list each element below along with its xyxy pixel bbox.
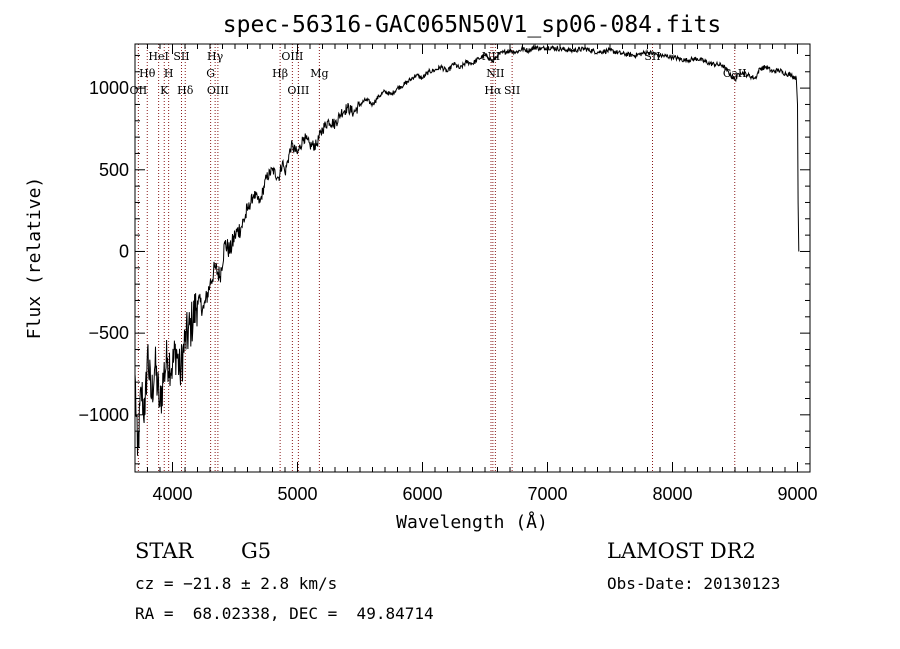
- reference-line-label: Hβ: [272, 67, 288, 80]
- spectrum-line: [134, 44, 800, 456]
- reference-line-label: Hγ: [207, 50, 224, 63]
- reference-line-label: Hα: [484, 84, 502, 97]
- chart-title: spec-56316-GAC065N50V1_sp06-084.fits: [223, 12, 722, 38]
- reference-line-label: OII: [130, 84, 148, 97]
- reference-line-label: SII: [504, 84, 520, 97]
- reference-line-label: H: [164, 67, 174, 80]
- x-tick-label: 5000: [277, 484, 317, 504]
- reference-line-label: Hδ: [177, 84, 194, 97]
- y-tick-label: −1000: [78, 405, 129, 425]
- reference-line-label: OIII: [281, 50, 303, 63]
- x-tick-label: 6000: [402, 484, 442, 504]
- survey-name: LAMOST DR2: [607, 539, 756, 563]
- x-axis-label: Wavelength (Å): [396, 511, 548, 533]
- reference-line-label: Hθ: [139, 67, 156, 80]
- x-tick-label: 7000: [527, 484, 567, 504]
- object-class: STAR: [135, 539, 194, 563]
- reference-line-label: G: [206, 67, 215, 80]
- reference-line-label: NII: [486, 67, 504, 80]
- plot-frame: [134, 43, 811, 473]
- redshift-readout: cz = −21.8 ± 2.8 km/s: [135, 574, 338, 593]
- y-tick-label: 0: [119, 241, 129, 261]
- reference-line-label: OIII: [287, 84, 309, 97]
- reference-lines: [137, 44, 736, 472]
- reference-line-label: SII: [173, 50, 189, 63]
- reference-line-label: CaII: [723, 67, 747, 80]
- x-tick-label: 9000: [777, 484, 817, 504]
- reference-line-label: HeI: [148, 50, 168, 63]
- y-axis-ticks: −1000 −500 0 500 1000: [78, 54, 810, 465]
- reference-line-labels: OIIHθHeIKHSIIHδGHγOIIIHβOIIIOIIIMgNIIHαN…: [130, 50, 747, 97]
- reference-line-label: Mg: [310, 67, 328, 80]
- reference-line-label: K: [160, 84, 169, 97]
- x-tick-label: 4000: [152, 484, 192, 504]
- object-subclass: G5: [241, 539, 272, 563]
- x-axis-ticks: 4000 5000 6000 7000 8000 9000: [147, 44, 818, 504]
- obs-date: Obs-Date: 20130123: [607, 574, 781, 593]
- y-tick-label: 1000: [89, 78, 129, 98]
- coordinates: RA = 68.02338, DEC = 49.84714: [135, 604, 434, 623]
- y-axis-label: Flux (relative): [24, 177, 45, 340]
- y-tick-label: −500: [88, 323, 129, 343]
- reference-line-label: OIII: [207, 84, 229, 97]
- x-tick-label: 8000: [652, 484, 692, 504]
- y-tick-label: 500: [99, 160, 129, 180]
